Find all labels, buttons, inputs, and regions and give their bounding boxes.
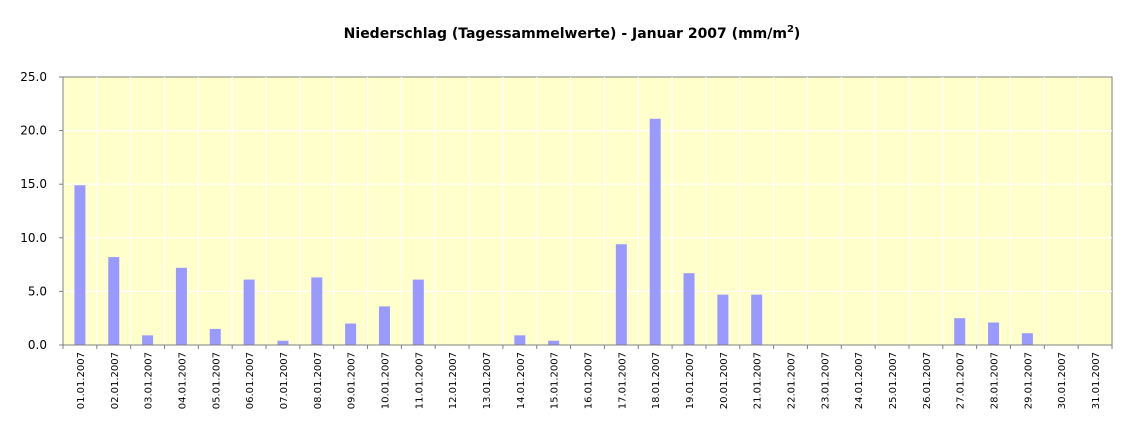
- bar-15.01.2007: [548, 340, 560, 345]
- plot-area: [62, 76, 1113, 346]
- bar-11.01.2007: [412, 279, 424, 345]
- x-tick-label: 10.01.2007: [380, 352, 391, 409]
- x-tick-label: 11.01.2007: [414, 352, 425, 409]
- bar-28.01.2007: [988, 322, 1000, 345]
- bar-21.01.2007: [751, 294, 763, 345]
- x-tick-label: 28.01.2007: [990, 352, 1001, 409]
- bar-04.01.2007: [175, 267, 187, 345]
- x-tick-label: 31.01.2007: [1091, 352, 1102, 409]
- bar-10.01.2007: [378, 306, 390, 345]
- y-tick-label: 5.0: [28, 284, 47, 298]
- x-tick-label: 26.01.2007: [922, 352, 933, 409]
- bar-17.01.2007: [615, 244, 627, 345]
- y-tick-label: 15.0: [20, 177, 47, 191]
- x-tick-label: 24.01.2007: [854, 352, 865, 409]
- bar-27.01.2007: [954, 318, 966, 345]
- bar-06.01.2007: [243, 279, 255, 345]
- x-tick-label: 01.01.2007: [76, 352, 87, 409]
- x-tick-label: 25.01.2007: [888, 352, 899, 409]
- y-tick-label: 25.0: [20, 70, 47, 84]
- x-tick-label: 14.01.2007: [516, 352, 527, 409]
- x-tick-label: 07.01.2007: [279, 352, 290, 409]
- x-tick-label: 30.01.2007: [1057, 352, 1068, 409]
- x-tick-label: 02.01.2007: [110, 352, 121, 409]
- y-tick-label: 20.0: [20, 124, 47, 138]
- x-tick-label: 27.01.2007: [956, 352, 967, 409]
- bar-19.01.2007: [683, 273, 695, 345]
- x-tick-labels: 01.01.2007 02.01.2007 03.01.2007 04.01.2007…: [76, 352, 1102, 409]
- axes: [62, 77, 1113, 349]
- x-tick-label: 05.01.2007: [211, 352, 222, 409]
- x-tick-label: 06.01.2007: [245, 352, 256, 409]
- x-tick-label: 22.01.2007: [787, 352, 798, 409]
- bar-02.01.2007: [108, 257, 120, 345]
- y-tick-labels: 0.0 5.0 10.0 15.0 20.0 25.0: [20, 70, 63, 352]
- title-superscript: 2: [787, 24, 794, 35]
- bar-03.01.2007: [142, 335, 154, 345]
- x-tick-label: 23.01.2007: [820, 352, 831, 409]
- bars: [74, 118, 1033, 345]
- title-close: ): [794, 26, 800, 42]
- x-tick-label: 08.01.2007: [313, 352, 324, 409]
- x-tick-label: 18.01.2007: [651, 352, 662, 409]
- bar-20.01.2007: [717, 294, 729, 345]
- bar-08.01.2007: [311, 277, 323, 345]
- x-tick-label: 20.01.2007: [719, 352, 730, 409]
- x-tick-label: 15.01.2007: [550, 352, 561, 409]
- x-tick-label: 04.01.2007: [177, 352, 188, 409]
- bar-09.01.2007: [345, 323, 357, 345]
- x-tick-label: 21.01.2007: [753, 352, 764, 409]
- x-tick-label: 13.01.2007: [482, 352, 493, 409]
- x-tick-label: 09.01.2007: [347, 352, 358, 409]
- x-tick-label: 29.01.2007: [1023, 352, 1034, 409]
- y-tick-label: 10.0: [20, 231, 47, 245]
- x-tick-label: 16.01.2007: [584, 352, 595, 409]
- x-tick-label: 03.01.2007: [144, 352, 155, 409]
- chart-title: Niederschlag (Tagessammelwerte) - Januar…: [344, 24, 801, 42]
- gridlines: [63, 77, 1112, 345]
- bar-18.01.2007: [649, 118, 661, 345]
- bar-07.01.2007: [277, 340, 289, 345]
- bar-01.01.2007: [74, 185, 86, 345]
- x-tick-label: 12.01.2007: [448, 352, 459, 409]
- bar-14.01.2007: [514, 335, 526, 345]
- x-tick-label: 17.01.2007: [617, 352, 628, 409]
- bar-29.01.2007: [1021, 333, 1033, 345]
- bar-05.01.2007: [209, 328, 221, 345]
- x-tick-label: 19.01.2007: [685, 352, 696, 409]
- y-tick-label: 0.0: [28, 338, 47, 352]
